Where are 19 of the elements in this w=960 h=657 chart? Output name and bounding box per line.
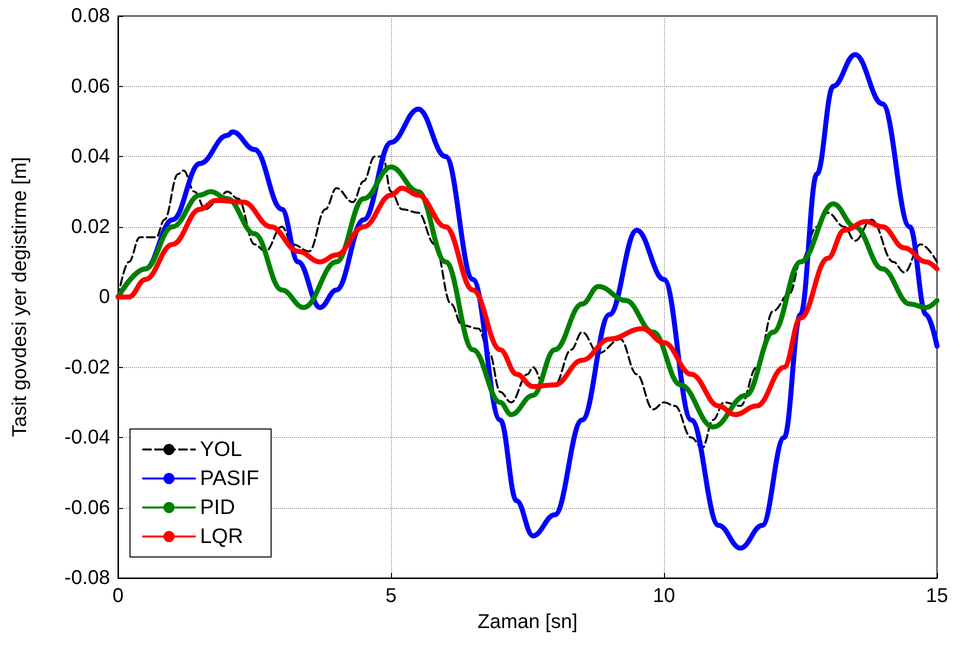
legend-label: YOL	[200, 438, 242, 461]
y-axis-title: Tasit govdesi yer degistirme [m]	[9, 156, 31, 438]
y-tick-label: 0	[98, 286, 110, 308]
y-tick-label: -0.02	[64, 356, 110, 378]
y-tick-label: 0.04	[71, 146, 110, 168]
y-tick-label: 0.02	[71, 216, 110, 238]
x-tick-label: 10	[652, 585, 676, 607]
y-tick-label: -0.04	[64, 426, 110, 448]
x-tick-label: 5	[385, 585, 397, 607]
legend-label: LQR	[200, 525, 244, 548]
x-tick-label: 15	[926, 585, 948, 607]
x-tick-label: 0	[112, 585, 124, 607]
legend-label: PASIF	[200, 467, 260, 490]
y-tick-label: -0.08	[64, 567, 110, 589]
y-tick-label: 0.06	[71, 75, 110, 98]
y-tick-label: -0.06	[64, 496, 110, 519]
x-axis-title: Zaman [sn]	[477, 611, 578, 633]
y-tick-label: 0.08	[71, 5, 110, 27]
legend-label: PID	[200, 496, 236, 519]
